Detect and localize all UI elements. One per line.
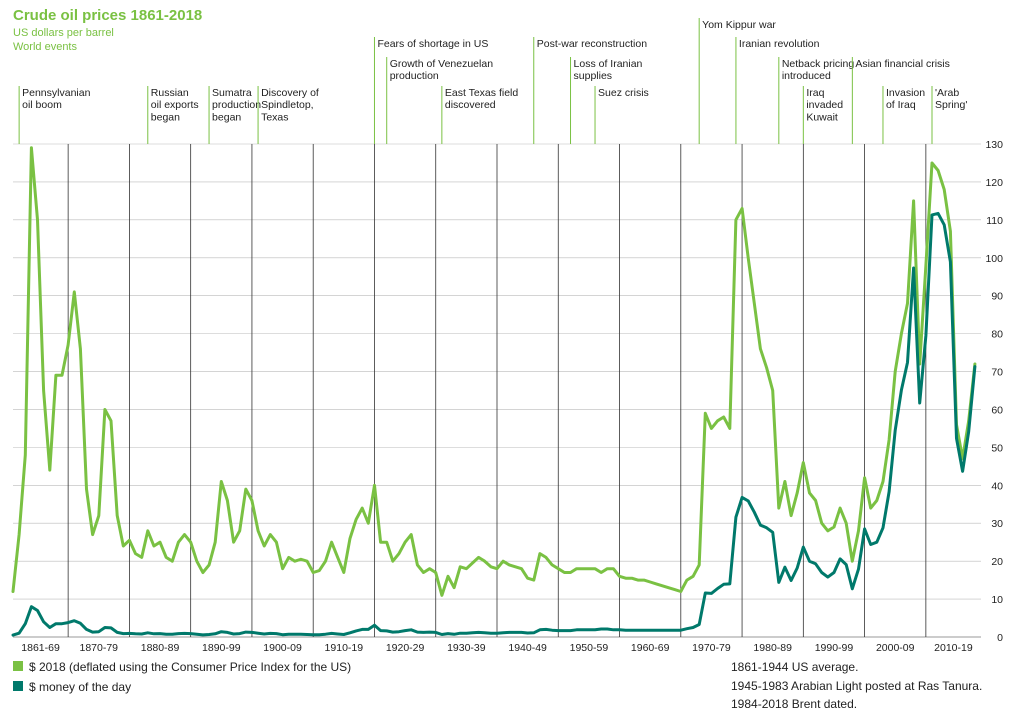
events-subtitle: World events — [13, 41, 77, 53]
event-label: production — [390, 70, 439, 82]
y-tick-label: 110 — [986, 215, 1003, 227]
x-tick-label: 1970-79 — [692, 642, 731, 654]
event-label: introduced — [782, 70, 831, 82]
y-tick-label: 80 — [991, 329, 1003, 341]
event-label: Texas — [261, 111, 288, 123]
event-label: Loss of Iranian — [574, 58, 643, 70]
event-label: Growth of Venezuelan — [390, 58, 493, 70]
y-tick-label: 40 — [991, 480, 1003, 492]
event-label: Asian financial crisis — [855, 58, 950, 70]
y-tick-label: 0 — [997, 632, 1003, 644]
event-label: Fears of shortage in US — [377, 38, 488, 50]
x-tick-label: 1890-99 — [202, 642, 241, 654]
x-axis: 1861-69 1870-79 1880-89 1890-99 1900-09 1910-… — [21, 642, 973, 654]
y-tick-label: 50 — [991, 442, 1003, 454]
x-tick-label: 1950-59 — [570, 642, 609, 654]
chart-subtitle: US dollars per barrel — [13, 27, 114, 39]
y-tick-label: 130 — [985, 139, 1003, 151]
x-tick-label: 1900-09 — [263, 642, 302, 654]
x-tick-label: 1870-79 — [79, 642, 118, 654]
event-label: 'Arab — [935, 87, 959, 99]
source-notes: 1861-1944 US average. 1945-1983 Arabian … — [731, 660, 982, 711]
x-tick-label: 1861-69 — [21, 642, 60, 654]
event-label: Invasion — [886, 87, 925, 99]
y-tick-label: 70 — [991, 367, 1003, 379]
y-tick-label: 120 — [985, 177, 1003, 189]
legend: $ 2018 (deflated using the Consumer Pric… — [13, 660, 351, 694]
event-label: Suez crisis — [598, 87, 649, 99]
event-label: Iraq — [806, 87, 824, 99]
event-label: East Texas field — [445, 87, 519, 99]
event-label: oil boom — [22, 99, 62, 111]
note-line-2: 1945-1983 Arabian Light posted at Ras Ta… — [731, 679, 982, 693]
y-tick-label: 20 — [991, 556, 1003, 568]
y-tick-label: 10 — [991, 594, 1003, 606]
event-label: production — [212, 99, 261, 111]
event-label: began — [151, 111, 180, 123]
x-tick-label: 1990-99 — [815, 642, 854, 654]
event-label: Netback pricing — [782, 58, 855, 70]
y-axis: 0 10 20 30 40 50 60 70 80 90 100 110 120 130 — [985, 139, 1003, 644]
x-tick-label: 1960-69 — [631, 642, 670, 654]
event-label: Post-war reconstruction — [537, 38, 647, 50]
x-tick-label: 2010-19 — [934, 642, 973, 654]
legend-swatch-real — [13, 661, 23, 671]
y-tick-label: 30 — [991, 518, 1003, 530]
event-label: Pennsylvanian — [22, 87, 90, 99]
x-tick-label: 1940-49 — [508, 642, 547, 654]
legend-swatch-nominal — [13, 681, 23, 691]
event-label: Iranian revolution — [739, 38, 820, 50]
event-label: Yom Kippur war — [702, 19, 776, 31]
x-tick-label: 1880-89 — [141, 642, 180, 654]
x-tick-label: 1920-29 — [386, 642, 425, 654]
event-label: Russian — [151, 87, 189, 99]
y-tick-label: 100 — [985, 253, 1003, 265]
event-label: began — [212, 111, 241, 123]
event-label: Spindletop, — [261, 99, 314, 111]
note-line-3: 1984-2018 Brent dated. — [731, 697, 857, 711]
series-lines — [11, 146, 977, 637]
event-label: oil exports — [151, 99, 199, 111]
event-label: Kuwait — [806, 111, 838, 123]
y-tick-label: 90 — [991, 291, 1003, 303]
event-label: invaded — [806, 99, 843, 111]
y-tick-label: 60 — [991, 404, 1003, 416]
series-line-real — [11, 146, 977, 597]
series-line-nominal — [11, 211, 977, 637]
event-label: Spring' — [935, 99, 967, 111]
event-label: Sumatra — [212, 87, 252, 99]
x-tick-label: 1980-89 — [753, 642, 792, 654]
x-tick-label: 1930-39 — [447, 642, 486, 654]
event-label: Discovery of — [261, 87, 319, 99]
chart-title: Crude oil prices 1861-2018 — [13, 7, 202, 24]
x-tick-label: 1910-19 — [325, 642, 364, 654]
x-tick-label: 2000-09 — [876, 642, 915, 654]
chart-grid — [13, 143, 981, 638]
legend-label-real: $ 2018 (deflated using the Consumer Pric… — [29, 660, 351, 674]
event-label: supplies — [574, 70, 613, 82]
event-label: of Iraq — [886, 99, 916, 111]
legend-label-nominal: $ money of the day — [29, 680, 131, 694]
event-label: discovered — [445, 99, 496, 111]
note-line-1: 1861-1944 US average. — [731, 660, 858, 674]
